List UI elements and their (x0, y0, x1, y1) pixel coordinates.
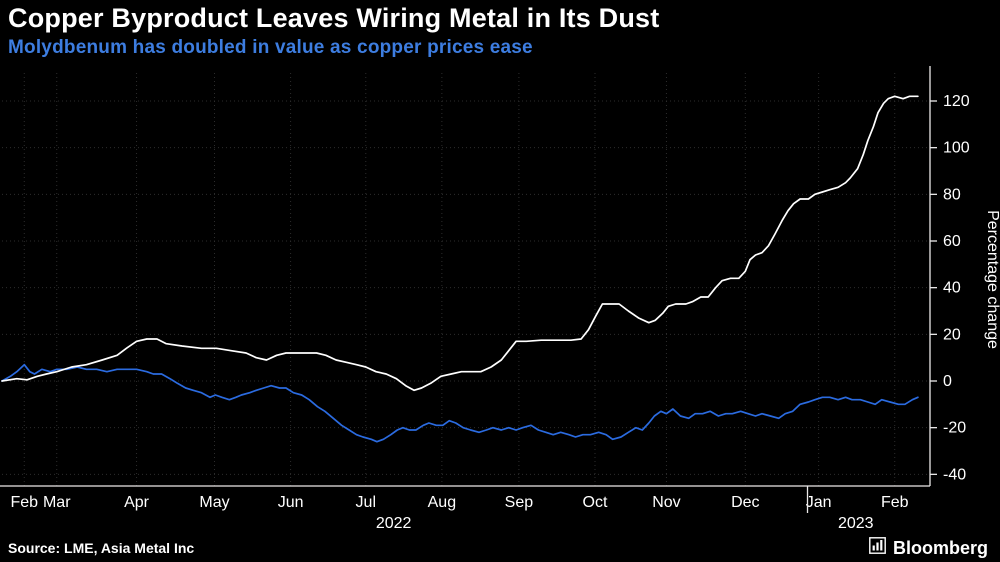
svg-text:20: 20 (943, 326, 961, 343)
chart-area: -40 -20 0 20 40 60 80 100 120 Feb Mar Apr May Jun Jul A… (0, 61, 1000, 535)
svg-text:Nov: Nov (652, 494, 680, 511)
chart-title: Copper Byproduct Leaves Wiring Metal in … (8, 3, 660, 33)
svg-text:Jan: Jan (806, 494, 832, 511)
svg-text:Dec: Dec (731, 494, 759, 511)
svg-text:Sep: Sep (505, 494, 534, 511)
svg-text:100: 100 (943, 140, 970, 157)
chart-header: Copper Byproduct Leaves Wiring Metal in … (0, 0, 1000, 59)
svg-text:40: 40 (943, 280, 961, 297)
bloomberg-logo-icon (869, 537, 886, 559)
svg-text:Jul: Jul (356, 494, 376, 511)
svg-text:Feb: Feb (881, 494, 909, 511)
source-label: Source: LME, Asia Metal Inc (8, 540, 195, 556)
svg-text:Jun: Jun (278, 494, 304, 511)
svg-text:Feb: Feb (10, 494, 38, 511)
chart-footer: Source: LME, Asia Metal Inc Bloomberg (8, 537, 988, 559)
svg-text:Oct: Oct (583, 494, 608, 511)
svg-text:2022: 2022 (376, 515, 412, 532)
svg-text:60: 60 (943, 233, 961, 250)
svg-text:2023: 2023 (838, 515, 874, 532)
bloomberg-logo-text: Bloomberg (892, 537, 988, 558)
svg-text:80: 80 (943, 186, 961, 203)
svg-text:Percentage change: Percentage change (984, 210, 1000, 349)
svg-text:120: 120 (943, 93, 970, 110)
bloomberg-brand: Bloomberg (869, 537, 988, 559)
svg-text:-20: -20 (943, 420, 966, 437)
svg-text:Mar: Mar (43, 494, 71, 511)
svg-text:May: May (199, 494, 229, 511)
svg-text:Apr: Apr (124, 494, 150, 511)
chart-svg: -40 -20 0 20 40 60 80 100 120 Feb Mar Apr May Jun Jul A… (0, 66, 1000, 532)
svg-text:0: 0 (943, 373, 952, 390)
chart-subtitle: Molydbenum has doubled in value as coppe… (8, 37, 533, 59)
svg-text:Aug: Aug (428, 494, 456, 511)
svg-text:-40: -40 (943, 466, 966, 483)
